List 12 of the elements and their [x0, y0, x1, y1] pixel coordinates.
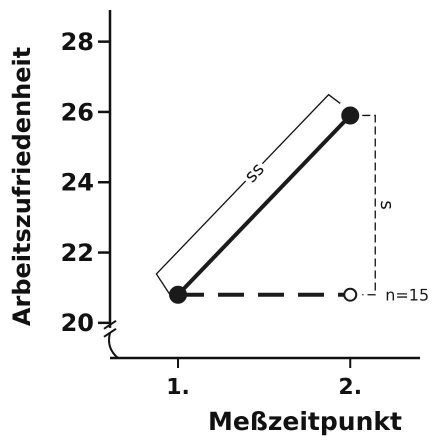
x-tick-label: 1. [166, 375, 190, 400]
annotation: s [376, 200, 397, 210]
y-tick-label: 22 [60, 238, 94, 267]
y-axis-title: Arbeitszufriedenheit [8, 46, 36, 326]
annotation: ss [240, 158, 269, 187]
x-tick-label: 2. [338, 375, 362, 400]
x-axis-title: Meßzeitpunkt [208, 407, 402, 436]
y-tick-label: 28 [60, 28, 94, 56]
y-tick-label: 26 [60, 98, 94, 126]
series-label: n=15 [385, 285, 430, 304]
y-tick-label: 24 [60, 168, 94, 197]
y-tick-label: 20 [60, 309, 94, 338]
